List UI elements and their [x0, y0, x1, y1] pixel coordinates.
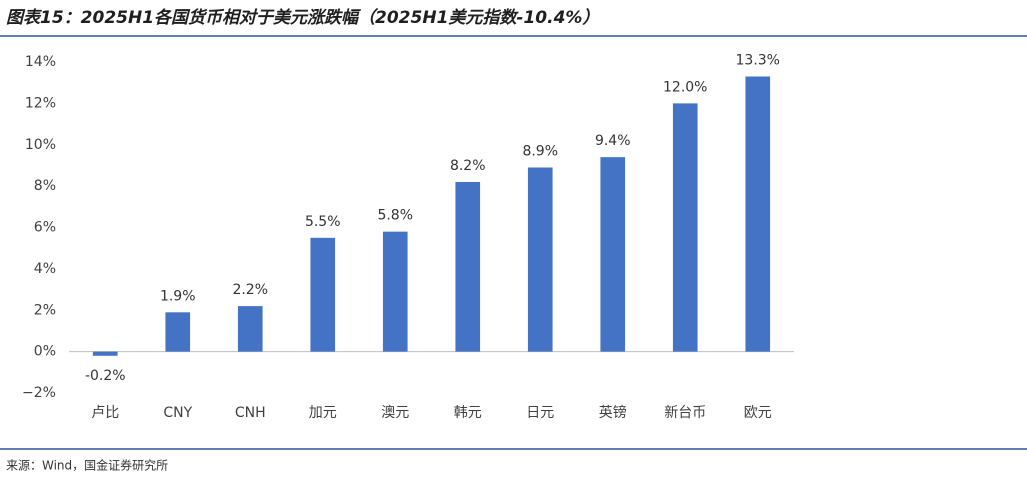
bar: [310, 237, 336, 352]
bar: [382, 231, 408, 352]
value-label: 9.4%: [595, 133, 631, 149]
value-label: 5.5%: [305, 214, 341, 230]
chart-title: 图表15：2025H1各国货币相对于美元涨跌幅（2025H1美元指数-10.4%…: [6, 8, 599, 28]
x-tick-label: 卢比: [91, 405, 119, 421]
bar: [237, 306, 263, 352]
y-tick-label: 12%: [25, 95, 56, 111]
value-label: -0.2%: [85, 368, 126, 384]
x-tick-label: CNH: [235, 405, 266, 421]
y-tick-label: 4%: [34, 261, 56, 277]
source-note: 来源：Wind，国金证券研究所: [6, 458, 168, 473]
y-tick-label: 14%: [25, 54, 56, 70]
value-label: 5.8%: [377, 208, 413, 224]
y-tick-label: 10%: [25, 137, 56, 153]
x-tick-label: 欧元: [744, 405, 772, 421]
bar: [92, 351, 118, 356]
x-tick-label: 英镑: [599, 404, 627, 421]
y-tick-label: 6%: [34, 220, 56, 236]
value-label: 8.9%: [522, 144, 558, 160]
x-tick-label: 韩元: [454, 405, 482, 421]
value-label: 8.2%: [450, 158, 486, 174]
x-tick-label: 澳元: [381, 405, 409, 421]
bar: [600, 157, 626, 352]
bar: [527, 167, 553, 352]
bar: [672, 103, 698, 352]
y-tick-label: 2%: [34, 302, 56, 318]
y-tick-label: −2%: [22, 385, 56, 401]
value-label: 1.9%: [160, 288, 196, 304]
bar: [455, 181, 481, 352]
value-label: 13.3%: [736, 52, 780, 68]
x-tick-label: 加元: [309, 405, 337, 421]
x-tick-label: 日元: [526, 405, 554, 421]
y-tick-label: 8%: [34, 178, 56, 194]
value-label: 12.0%: [663, 79, 707, 95]
value-label: 2.2%: [232, 282, 268, 298]
x-tick-label: CNY: [163, 405, 192, 421]
bar: [745, 76, 771, 352]
x-tick-label: 新台币: [664, 405, 706, 421]
bar: [165, 312, 191, 352]
y-tick-label: 0%: [34, 344, 56, 360]
